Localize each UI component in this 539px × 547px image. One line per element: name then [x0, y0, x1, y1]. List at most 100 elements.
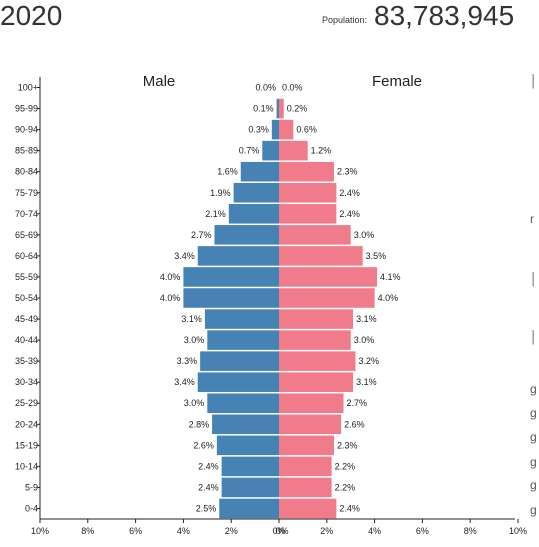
age-group-label: 40-44 — [15, 335, 38, 345]
cropped-edge-fragment: g — [530, 382, 537, 396]
male-value-label: 2.5% — [196, 503, 217, 513]
female-bar — [279, 267, 377, 287]
female-bar — [279, 435, 334, 456]
male-value-label: 2.4% — [198, 461, 219, 471]
male-value-label: 3.3% — [177, 356, 198, 366]
female-bar — [279, 140, 308, 161]
female-bar — [279, 372, 354, 392]
male-value-label: 2.4% — [198, 482, 219, 492]
male-value-label: 1.9% — [210, 188, 231, 198]
male-series-label: Male — [143, 73, 176, 90]
x-tick-label: 8% — [464, 526, 477, 536]
female-bar — [279, 330, 351, 350]
female-value-label: 1.2% — [311, 146, 332, 156]
male-value-label: 2.6% — [193, 440, 214, 450]
age-group-label: 90-94 — [15, 125, 38, 135]
male-bar — [219, 498, 279, 519]
age-group-label: 5-9 — [25, 482, 38, 492]
population-value: 83,783,945 — [374, 0, 515, 31]
x-tick-label: 2% — [320, 526, 333, 536]
male-bar — [233, 182, 279, 203]
female-bar — [279, 309, 354, 329]
age-group-label: 55-59 — [15, 272, 38, 282]
male-bar — [207, 330, 279, 350]
male-value-label: 0.7% — [239, 146, 260, 156]
female-value-label: 3.2% — [358, 356, 379, 366]
x-tick-label: 4% — [368, 526, 381, 536]
age-group-label: 50-54 — [15, 293, 38, 303]
axes: 10% 8% 6% 4% 2% 0%0% 2% 4% 6% 8% 10% — [31, 77, 527, 536]
male-bar — [183, 267, 279, 287]
male-value-label: 4.0% — [160, 272, 181, 282]
year-title: 2020 — [0, 0, 63, 31]
age-group-label: 45-49 — [15, 314, 38, 324]
male-bar — [216, 435, 279, 456]
female-bar — [279, 477, 332, 498]
age-group-label: 100+ — [18, 83, 38, 93]
female-bars — [279, 98, 377, 519]
male-bar — [271, 119, 279, 140]
age-group-label: 15-19 — [15, 440, 38, 450]
cropped-edge-fragment: r — [530, 212, 534, 226]
male-bar — [197, 372, 279, 392]
female-value-label: 2.2% — [335, 482, 356, 492]
male-value-label: 3.4% — [174, 377, 195, 387]
age-group-label: 80-84 — [15, 167, 38, 177]
female-value-label: 2.3% — [337, 167, 358, 177]
age-group-label: 35-39 — [15, 356, 38, 366]
x-tick-label: 6% — [416, 526, 429, 536]
male-bar — [221, 477, 279, 498]
male-bar — [204, 309, 279, 329]
male-value-label: 3.4% — [174, 251, 195, 261]
female-value-label: 0.2% — [287, 104, 308, 114]
female-bar — [279, 119, 294, 140]
female-bar — [279, 351, 356, 371]
age-group-label: 70-74 — [15, 209, 38, 219]
x-tick-label: 0% — [272, 526, 285, 536]
x-tick-label: 8% — [81, 526, 94, 536]
male-bar — [228, 204, 279, 224]
female-bar — [279, 456, 332, 477]
female-value-label: 2.4% — [339, 188, 360, 198]
female-value-label: 2.6% — [344, 419, 365, 429]
percentage-labels: 2.5% 2.4% 2.4% 2.2% 2.4% 2.2% 2.6% 2.3% 2.8% 2.6%… — [160, 83, 401, 514]
male-value-label: 3.1% — [181, 314, 202, 324]
cropped-edge-fragment: │ — [530, 272, 538, 286]
cropped-edge-fragment: │ — [530, 330, 538, 344]
cropped-edge-fragment: g — [530, 406, 537, 420]
female-value-label: 3.5% — [366, 251, 387, 261]
x-tick-label: 0% — [275, 526, 288, 536]
female-bar — [279, 204, 337, 224]
x-tick-label: 10% — [31, 526, 49, 536]
cropped-edge-fragment: g — [530, 478, 537, 492]
male-bar — [207, 393, 279, 414]
female-bar — [279, 498, 337, 519]
female-value-label: 3.1% — [356, 314, 377, 324]
male-value-label: 4.0% — [160, 293, 181, 303]
age-group-label: 0-4 — [25, 503, 38, 513]
cropped-edge-fragment: g — [530, 455, 537, 469]
male-value-label: 2.1% — [205, 209, 226, 219]
female-bar — [279, 393, 344, 414]
female-value-label: 3.0% — [354, 335, 375, 345]
female-value-label: 2.4% — [339, 209, 360, 219]
female-value-label: 2.3% — [337, 440, 358, 450]
male-bar — [240, 161, 279, 182]
x-tick-label: 4% — [177, 526, 190, 536]
cropped-edge-fragment: g — [530, 430, 537, 444]
female-bar — [279, 161, 334, 182]
male-value-label: 3.0% — [184, 335, 205, 345]
female-series-label: Female — [372, 73, 422, 90]
age-group-label: 25-29 — [15, 398, 38, 408]
female-bar — [279, 288, 375, 308]
male-value-label: 0.0% — [255, 83, 276, 93]
female-value-label: 4.0% — [378, 293, 399, 303]
male-bar — [262, 140, 279, 161]
male-bar — [214, 225, 279, 245]
female-bar — [279, 225, 351, 245]
x-tick-label: 2% — [225, 526, 238, 536]
x-tick-label: 6% — [129, 526, 142, 536]
male-bars — [183, 98, 279, 519]
male-value-label: 3.0% — [184, 398, 205, 408]
male-value-label: 2.8% — [189, 419, 210, 429]
